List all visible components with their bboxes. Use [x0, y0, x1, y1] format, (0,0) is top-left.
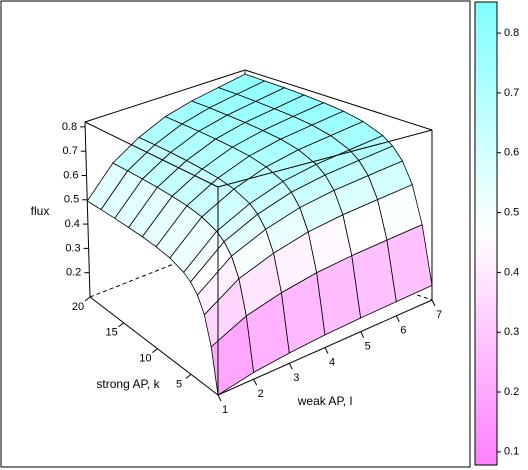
x-tick — [84, 296, 91, 302]
x-tick-label: 20 — [72, 301, 84, 313]
z-tick-label: 0.5 — [64, 194, 79, 206]
box-edge — [89, 296, 219, 396]
colorbar-tick-label: 0.4 — [504, 266, 519, 278]
x-tick-label: 15 — [106, 327, 118, 339]
panel-border — [0, 0, 471, 468]
surface-facet — [386, 224, 433, 303]
y-tick — [288, 363, 293, 370]
colorbar-tick-label: 0.8 — [504, 27, 519, 39]
y-tick-label: 7 — [436, 309, 442, 321]
x-tick-label: 5 — [176, 378, 182, 390]
box-edge — [244, 69, 433, 131]
z-tick-label: 0.6 — [63, 169, 78, 181]
y-tick-label: 5 — [365, 341, 371, 353]
colorbar-tick-label: 0.3 — [504, 326, 519, 338]
x-axis-label: strong AP, k — [96, 377, 160, 391]
box-edge — [84, 121, 219, 188]
box-edge — [217, 129, 433, 188]
x-tick — [118, 322, 124, 328]
z-axis-label: flux — [31, 204, 50, 218]
x-tick-label: 10 — [139, 352, 151, 364]
y-tick — [324, 347, 329, 354]
y-tick — [431, 299, 436, 307]
z-tick-label: 0.2 — [66, 267, 81, 279]
y-tick-label: 3 — [293, 372, 299, 384]
colorbar-tick-label: 0.6 — [504, 147, 519, 159]
colorbar-tick-label: 0.5 — [504, 206, 519, 218]
y-tick-label: 6 — [400, 325, 406, 337]
y-tick — [360, 331, 365, 338]
box-edge — [84, 121, 91, 298]
y-tick — [395, 315, 400, 323]
y-tick-label: 1 — [222, 404, 228, 416]
colorbar-tick-label: 0.1 — [504, 446, 519, 458]
y-axis-label: weak AP, l — [297, 394, 352, 408]
y-tick — [217, 394, 222, 402]
x-tick — [152, 348, 158, 353]
y-tick-label: 4 — [329, 356, 335, 368]
y-tick — [253, 378, 258, 386]
z-tick-label: 0.8 — [62, 121, 77, 133]
z-tick-label: 0.7 — [63, 145, 78, 157]
x-tick — [185, 373, 192, 379]
z-tick-label: 0.3 — [65, 242, 80, 254]
colorbar-tick-label: 0.7 — [504, 87, 519, 99]
colorbar-tick-label: 0.2 — [504, 386, 519, 398]
y-tick-label: 2 — [258, 388, 264, 400]
colorbar — [474, 1, 498, 466]
z-tick-label: 0.4 — [65, 218, 80, 230]
box-edge — [84, 69, 246, 123]
